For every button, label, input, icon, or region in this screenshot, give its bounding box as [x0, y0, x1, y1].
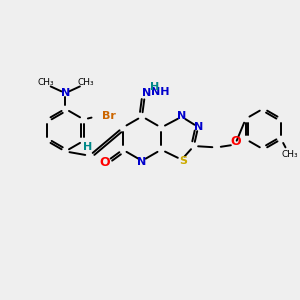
Text: CH₃: CH₃: [78, 78, 94, 87]
Text: CH₃: CH₃: [282, 150, 298, 159]
Text: H: H: [83, 142, 93, 152]
Text: Br: Br: [102, 111, 116, 121]
Text: O: O: [230, 135, 241, 148]
Text: NH: NH: [151, 87, 169, 97]
Text: H: H: [150, 82, 159, 92]
Text: N: N: [194, 122, 203, 132]
Text: N: N: [177, 111, 186, 121]
Text: N: N: [61, 88, 70, 98]
Text: O: O: [100, 156, 110, 169]
Text: CH₃: CH₃: [37, 78, 54, 87]
Text: N: N: [137, 157, 147, 166]
Text: S: S: [179, 156, 187, 166]
Text: N: N: [142, 88, 151, 98]
